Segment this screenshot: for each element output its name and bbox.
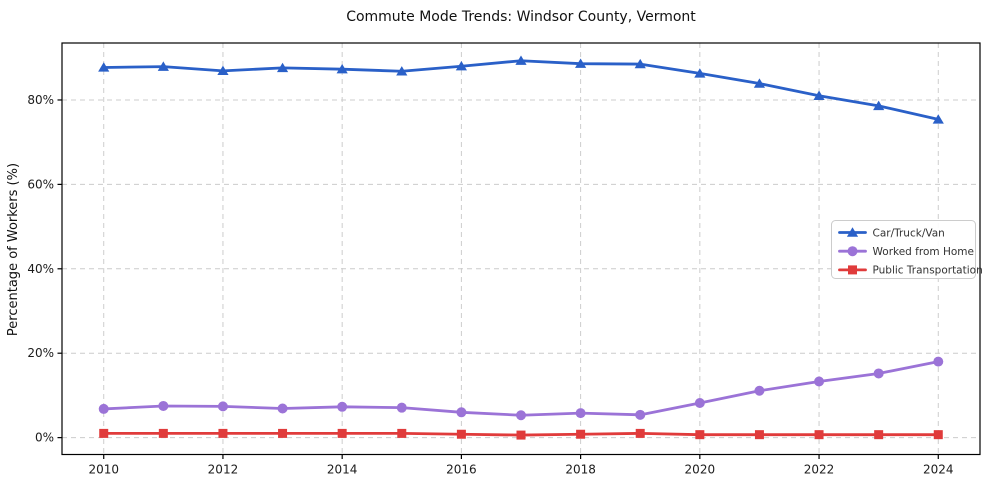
x-tick-label: 2022 bbox=[804, 463, 835, 477]
series-line-car-truck-van bbox=[102, 59, 940, 121]
circle-marker bbox=[516, 410, 526, 421]
legend-box bbox=[831, 220, 976, 279]
chart-title: Commute Mode Trends: Windsor County, Ver… bbox=[346, 9, 696, 25]
circle-marker bbox=[277, 403, 288, 414]
square-marker bbox=[456, 429, 466, 439]
triangle-marker bbox=[873, 100, 885, 111]
square-marker bbox=[848, 265, 857, 275]
triangle-marker bbox=[753, 78, 766, 88]
triangle-marker bbox=[575, 58, 587, 68]
triangle-marker bbox=[455, 61, 467, 71]
plot-border bbox=[61, 42, 981, 456]
circle-marker bbox=[933, 356, 944, 367]
square-marker bbox=[576, 429, 586, 439]
circle-marker bbox=[98, 403, 109, 414]
y-tick-label: 20% bbox=[27, 346, 54, 360]
circle-marker bbox=[814, 376, 825, 387]
circle-marker bbox=[694, 398, 705, 409]
series-public-transportation bbox=[99, 428, 943, 440]
y-axis: 0% 20% 40% 60% 80% bbox=[27, 93, 62, 445]
x-tick-label: 2024 bbox=[923, 463, 954, 477]
triangle-marker bbox=[846, 227, 859, 237]
triangle-marker bbox=[634, 58, 646, 69]
square-marker bbox=[99, 428, 109, 438]
square-marker bbox=[278, 428, 288, 438]
legend: Car/Truck/Van Worked from Home Public Tran… bbox=[831, 220, 983, 279]
square-marker bbox=[516, 430, 526, 440]
circle-marker bbox=[337, 401, 348, 412]
triangle-marker bbox=[932, 114, 944, 124]
triangle-marker bbox=[336, 63, 348, 74]
legend-entry-worked-from-home: Worked from Home bbox=[838, 246, 974, 258]
x-tick-label: 2020 bbox=[685, 463, 716, 477]
series-worked-from-home bbox=[98, 356, 944, 421]
circle-marker bbox=[158, 400, 169, 411]
circle-marker bbox=[456, 407, 467, 418]
x-axis: 2010 2012 2014 2016 2018 2020 2022 2024 bbox=[88, 454, 954, 477]
y-tick-label: 40% bbox=[27, 262, 54, 276]
x-tick-label: 2014 bbox=[327, 463, 358, 477]
triangle-marker bbox=[515, 55, 527, 65]
y-tick-label: 0% bbox=[35, 431, 54, 445]
circle-marker bbox=[754, 385, 765, 396]
square-marker bbox=[754, 430, 764, 440]
triangle-marker bbox=[276, 62, 289, 73]
circle-marker bbox=[217, 401, 228, 412]
triangle-marker bbox=[98, 62, 110, 72]
triangle-marker bbox=[396, 66, 408, 76]
square-marker bbox=[635, 428, 645, 438]
square-marker bbox=[397, 428, 407, 438]
circle-marker bbox=[396, 402, 407, 413]
series-car-truck-van bbox=[98, 55, 944, 124]
x-tick-label: 2018 bbox=[565, 463, 596, 477]
circle-marker bbox=[575, 408, 586, 419]
square-marker bbox=[218, 428, 228, 438]
y-tick-label: 80% bbox=[27, 93, 54, 107]
triangle-marker bbox=[217, 65, 229, 76]
legend-label: Car/Truck/Van bbox=[873, 227, 945, 239]
series-line-worked-from-home bbox=[102, 360, 940, 417]
square-marker bbox=[933, 430, 943, 440]
x-tick-label: 2012 bbox=[208, 463, 239, 477]
circle-marker bbox=[873, 368, 884, 379]
square-marker bbox=[814, 430, 824, 440]
y-axis-label-container: Percentage of Workers (%) bbox=[0, 43, 28, 455]
legend-label: Worked from Home bbox=[873, 246, 974, 258]
circle-marker bbox=[635, 409, 646, 420]
legend-entry-public-transportation: Public Transportation bbox=[838, 265, 983, 277]
square-marker bbox=[874, 430, 884, 440]
square-marker bbox=[695, 430, 705, 440]
triangle-marker bbox=[694, 68, 706, 78]
square-marker bbox=[337, 428, 347, 438]
y-axis-label: Percentage of Workers (%) bbox=[6, 162, 22, 336]
triangle-marker bbox=[157, 61, 169, 71]
y-tick-label: 60% bbox=[27, 177, 54, 191]
x-tick-label: 2016 bbox=[446, 463, 477, 477]
circle-marker bbox=[847, 246, 858, 257]
square-marker bbox=[158, 428, 168, 438]
triangle-marker bbox=[813, 90, 825, 100]
legend-entry-car-truck-van: Car/Truck/Van bbox=[838, 227, 945, 239]
x-tick-label: 2010 bbox=[88, 463, 119, 477]
legend-label: Public Transportation bbox=[873, 265, 983, 277]
